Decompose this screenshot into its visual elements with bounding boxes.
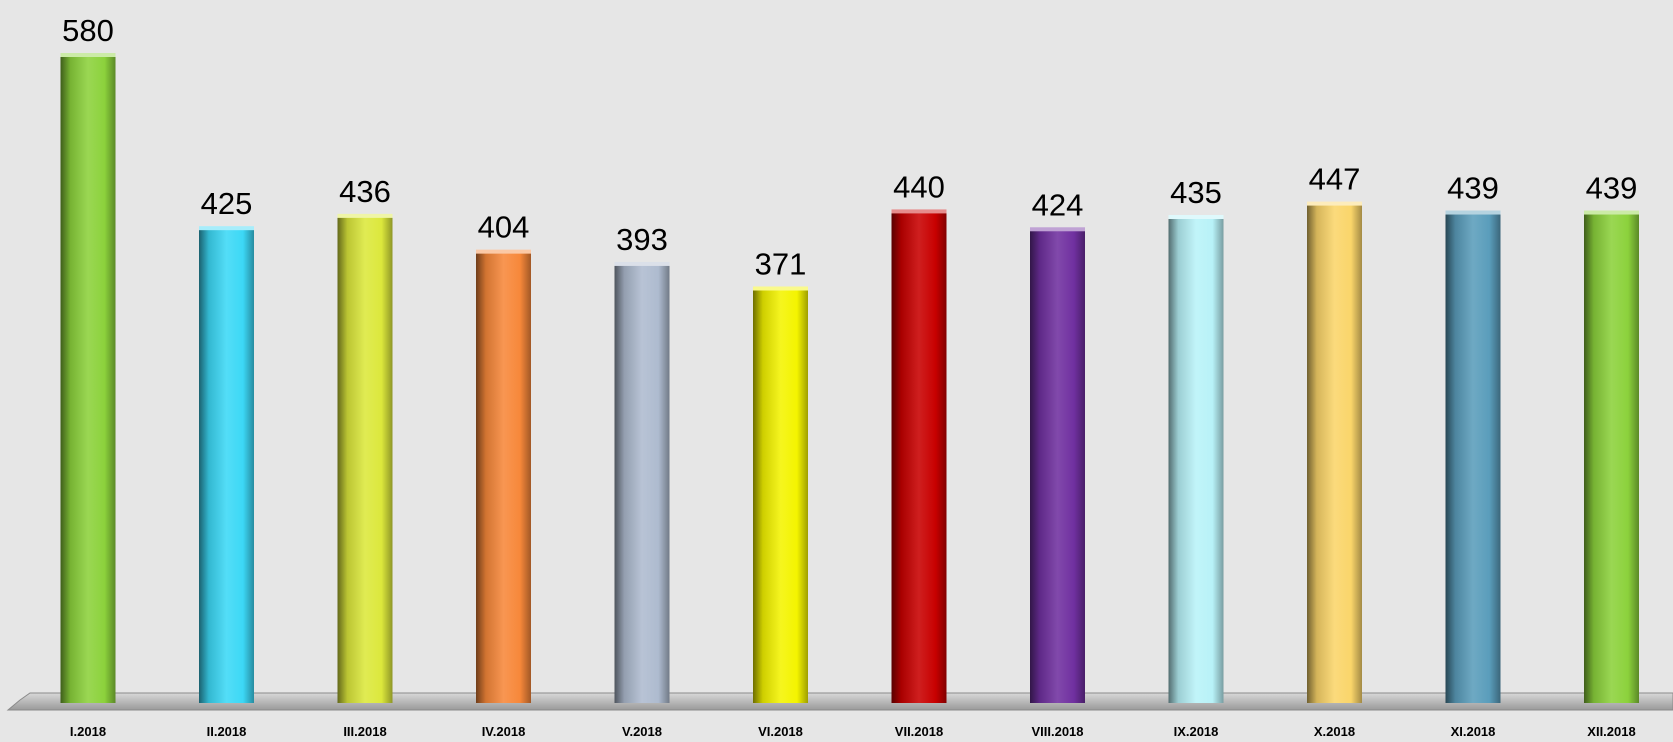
bar-cap-II.2018 xyxy=(199,226,254,231)
bar-cap-XI.2018 xyxy=(1445,210,1501,215)
category-tick-label: VI.2018 xyxy=(758,724,803,739)
category-tick-label: I.2018 xyxy=(70,724,106,739)
bar-cap-IX.2018 xyxy=(1168,215,1224,219)
bar-cap-IV.2018 xyxy=(476,249,531,254)
bar-V.2018 xyxy=(614,263,670,703)
bar-cap-I.2018 xyxy=(60,53,116,57)
data-label: 439 xyxy=(1586,171,1638,206)
bar-cap-VII.2018 xyxy=(891,209,947,214)
bar-VI.2018 xyxy=(753,288,808,703)
value-labels: 580 425 436 404 393 371 440 424 435 447 439 439 xyxy=(62,13,1637,282)
data-label: 436 xyxy=(339,174,391,209)
category-tick-label: XII.2018 xyxy=(1587,724,1635,739)
bar-XII.2018 xyxy=(1584,212,1639,703)
data-label: 440 xyxy=(893,169,945,204)
category-tick-label: IX.2018 xyxy=(1174,724,1219,739)
data-label: 447 xyxy=(1309,162,1361,197)
bar-II.2018 xyxy=(199,228,254,703)
category-tick-label: II.2018 xyxy=(207,724,247,739)
bar-cap-V.2018 xyxy=(614,261,670,266)
bar-XI.2018 xyxy=(1445,212,1501,703)
bar-cap-XII.2018 xyxy=(1584,210,1639,215)
category-tick-label: VIII.2018 xyxy=(1031,724,1083,739)
category-tick-label: V.2018 xyxy=(622,724,662,739)
category-tick-label: III.2018 xyxy=(343,724,386,739)
bar-I.2018 xyxy=(60,55,116,703)
category-tick-label: IV.2018 xyxy=(482,724,526,739)
bar-cap-III.2018 xyxy=(337,213,393,218)
category-tick-label: XI.2018 xyxy=(1451,724,1496,739)
data-label: 439 xyxy=(1447,171,1499,206)
category-labels: I.2018 II.2018 III.2018 IV.2018 V.2018 VI.201… xyxy=(70,724,1636,739)
bar-X.2018 xyxy=(1307,203,1362,703)
data-label: 435 xyxy=(1170,175,1222,210)
bar-cap-VI.2018 xyxy=(753,286,808,291)
chart-floor xyxy=(6,692,1673,711)
data-label: 424 xyxy=(1032,187,1084,222)
category-tick-label: VII.2018 xyxy=(895,724,943,739)
bar-IV.2018 xyxy=(476,251,531,704)
bar-VIII.2018 xyxy=(1030,229,1085,703)
data-label: 580 xyxy=(62,13,114,48)
data-label: 404 xyxy=(478,210,530,245)
category-tick-label: X.2018 xyxy=(1314,724,1355,739)
bar-cap-VIII.2018 xyxy=(1030,227,1085,232)
floor-plane xyxy=(6,692,1673,711)
data-label: 425 xyxy=(201,186,253,221)
bar-IX.2018 xyxy=(1168,217,1224,703)
bar-VII.2018 xyxy=(891,211,947,703)
bar-series xyxy=(60,53,1639,704)
data-label: 393 xyxy=(616,222,668,257)
bar-III.2018 xyxy=(337,215,393,703)
data-label: 371 xyxy=(755,247,807,282)
bar-cap-X.2018 xyxy=(1307,201,1362,206)
